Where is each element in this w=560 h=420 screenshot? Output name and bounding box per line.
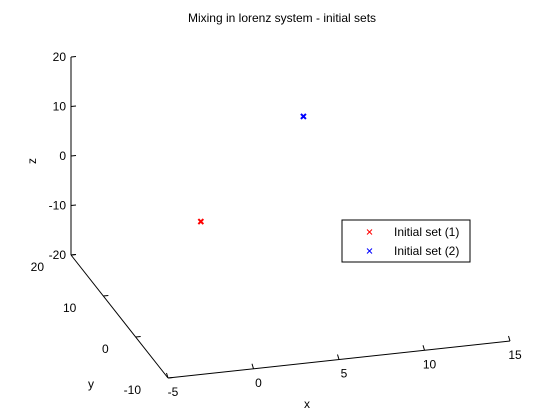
y-tick <box>103 295 109 297</box>
legend-marker <box>366 248 373 254</box>
legend-label: Initial set (1) <box>394 225 459 239</box>
x-tick-label: 10 <box>423 357 437 371</box>
z-tick-label: 10 <box>53 100 67 114</box>
z-tick-label: 0 <box>59 149 66 163</box>
legend-entry: Initial set (1) <box>366 225 459 239</box>
y-tick <box>135 336 141 338</box>
data-point-series-1 <box>197 218 205 225</box>
x-tick-label: 5 <box>341 367 348 381</box>
z-tick-label: -10 <box>49 199 67 213</box>
legend-marker <box>366 229 373 235</box>
z-axis-label: z <box>25 158 39 164</box>
z-tick-label: -20 <box>49 248 67 262</box>
y-tick-label: -10 <box>124 383 142 397</box>
legend: Initial set (1) Initial set (2) <box>341 219 471 263</box>
x-axis-label: x <box>304 397 310 411</box>
x-tick <box>166 372 169 379</box>
x-tick-label: 15 <box>508 348 522 362</box>
x-tick <box>422 345 425 351</box>
z-tick <box>70 155 77 157</box>
z-tick <box>70 56 77 58</box>
y-tick <box>167 377 174 379</box>
x-tick <box>337 354 340 360</box>
y-axis-line <box>70 254 169 379</box>
x-tick <box>508 335 511 342</box>
y-axis-label: y <box>88 377 94 391</box>
x-tick <box>251 363 254 369</box>
legend-entry: Initial set (2) <box>366 244 459 258</box>
y-tick-label: 0 <box>102 342 109 356</box>
legend-entries: Initial set (1) Initial set (2) <box>366 225 459 258</box>
z-tick <box>70 204 77 206</box>
y-tick <box>70 254 77 256</box>
legend-label: Initial set (2) <box>394 244 459 258</box>
x-tick-label: -5 <box>168 385 179 399</box>
z-tick-label: 20 <box>53 50 67 64</box>
chart-title: Mixing in lorenz system - initial sets <box>188 11 376 25</box>
points-layer <box>197 113 307 225</box>
legend-box <box>341 219 471 263</box>
data-point-series-2 <box>300 113 307 120</box>
y-tick-label: 20 <box>31 260 45 274</box>
z-tick <box>70 105 77 107</box>
x-tick-label: 0 <box>255 376 262 390</box>
y-tick-label: 10 <box>63 301 77 315</box>
ticks-layer: -20 -10 0 10 20 -10 0 10 20 -5 0 5 10 15 <box>31 50 522 399</box>
